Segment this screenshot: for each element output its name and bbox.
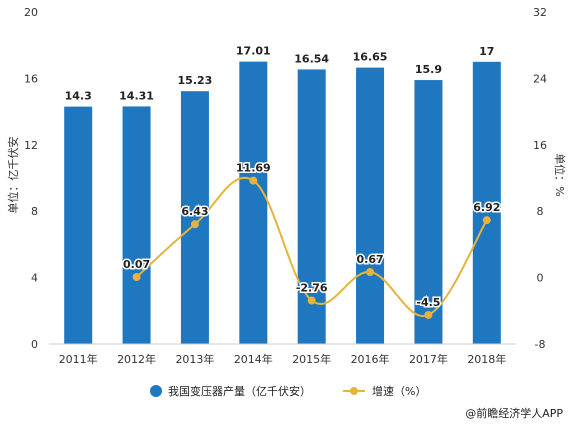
x-tick-label: 2012年 (117, 352, 156, 366)
bar-value-label: 14.3 (65, 90, 92, 103)
y-left-tick-label: 8 (31, 205, 38, 218)
x-tick-label: 2013年 (175, 352, 214, 366)
growth-point (190, 220, 199, 229)
growth-point (366, 268, 375, 277)
growth-point (424, 310, 433, 319)
growth-point (132, 273, 141, 282)
legend-line-marker (350, 387, 358, 395)
bar (472, 61, 501, 345)
x-tick-label: 2017年 (409, 352, 448, 366)
y-right-tick-label: -8 (535, 338, 546, 351)
growth-value-label: 11.69 (236, 162, 271, 175)
y-right-tick-label: 8 (537, 205, 544, 218)
growth-point (249, 176, 258, 185)
bar (239, 61, 268, 344)
bar-value-label: 16.54 (294, 52, 329, 65)
legend-bar-label: 我国变压器产量（亿千伏安） (168, 384, 311, 398)
growth-point (482, 216, 491, 225)
y-right-axis-title: 单位：% (553, 153, 567, 196)
y-left-axis-title: 单位：亿千伏安 (6, 137, 20, 214)
bar-value-label: 16.65 (353, 51, 388, 64)
x-tick-label: 2011年 (59, 352, 98, 366)
growth-value-label: 0.07 (123, 258, 150, 271)
bar-value-label: 17 (479, 45, 494, 58)
bar-value-label: 17.01 (236, 45, 271, 58)
x-axis: 2011年 2012年 2013年 2014年 2015年 2016年 2017年 2018年 (49, 343, 516, 366)
growth-value-label: -4.5 (416, 296, 440, 309)
bar (356, 67, 385, 345)
line-series (132, 176, 491, 319)
y-left-tick-label: 0 (31, 338, 38, 351)
bar (180, 91, 209, 344)
bar-data-labels: 14.3 14.31 15.23 17.01 16.54 16.65 15.9 17 (65, 45, 495, 103)
growth-value-label: 6.92 (473, 201, 500, 214)
x-tick-label: 2018年 (467, 352, 506, 366)
x-tick-label: 2015年 (292, 352, 331, 366)
y-right-tick-label: 0 (537, 272, 544, 285)
y-left-tick-label: 12 (24, 139, 38, 152)
bar-value-label: 15.23 (178, 74, 213, 87)
bar-value-label: 14.31 (119, 89, 154, 102)
y-left-tick-label: 16 (24, 72, 38, 85)
bar (414, 80, 443, 344)
bar (122, 106, 151, 344)
line-data-labels: 0.07 6.43 11.69 -2.76 0.67 -4.5 6.92 (121, 160, 501, 310)
growth-value-label: 6.43 (181, 205, 208, 218)
x-tick-label: 2014年 (234, 352, 273, 366)
growth-point (307, 296, 316, 305)
bar-value-label: 15.9 (415, 63, 442, 76)
y-left-tick-label: 20 (24, 6, 38, 19)
growth-value-label: -2.76 (296, 282, 328, 295)
y-right-tick-label: 24 (533, 72, 547, 85)
y-right-tick-label: 16 (533, 139, 547, 152)
source-credit: @前瞻经济学人APP (465, 406, 563, 420)
y-right-axis: -8 0 8 16 24 32 (533, 6, 547, 351)
bar (64, 106, 93, 345)
legend-bar-swatch (150, 385, 162, 397)
y-right-tick-label: 32 (533, 6, 547, 19)
y-left-axis: 0 4 8 12 16 20 (24, 6, 38, 351)
growth-value-label: 0.67 (356, 253, 383, 266)
legend-line-label: 增速（%） (372, 384, 426, 398)
x-tick-label: 2016年 (351, 352, 390, 366)
y-left-tick-label: 4 (31, 272, 38, 285)
legend: 我国变压器产量（亿千伏安） 增速（%） (150, 384, 426, 398)
